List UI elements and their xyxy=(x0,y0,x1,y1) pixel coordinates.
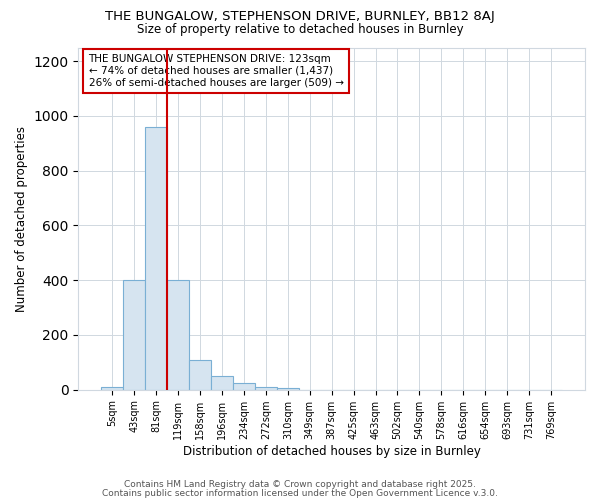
Text: THE BUNGALOW STEPHENSON DRIVE: 123sqm
← 74% of detached houses are smaller (1,43: THE BUNGALOW STEPHENSON DRIVE: 123sqm ← … xyxy=(89,54,344,88)
Text: Contains HM Land Registry data © Crown copyright and database right 2025.: Contains HM Land Registry data © Crown c… xyxy=(124,480,476,489)
Text: Size of property relative to detached houses in Burnley: Size of property relative to detached ho… xyxy=(137,22,463,36)
Bar xyxy=(211,376,233,390)
Bar xyxy=(101,387,124,390)
Bar xyxy=(233,383,255,390)
Y-axis label: Number of detached properties: Number of detached properties xyxy=(15,126,28,312)
Bar xyxy=(145,127,167,390)
Text: THE BUNGALOW, STEPHENSON DRIVE, BURNLEY, BB12 8AJ: THE BUNGALOW, STEPHENSON DRIVE, BURNLEY,… xyxy=(105,10,495,23)
Text: Contains public sector information licensed under the Open Government Licence v.: Contains public sector information licen… xyxy=(102,488,498,498)
X-axis label: Distribution of detached houses by size in Burnley: Distribution of detached houses by size … xyxy=(183,444,481,458)
Bar xyxy=(277,388,299,390)
Bar xyxy=(189,360,211,390)
Bar xyxy=(167,280,189,390)
Bar xyxy=(255,387,277,390)
Bar xyxy=(124,280,145,390)
